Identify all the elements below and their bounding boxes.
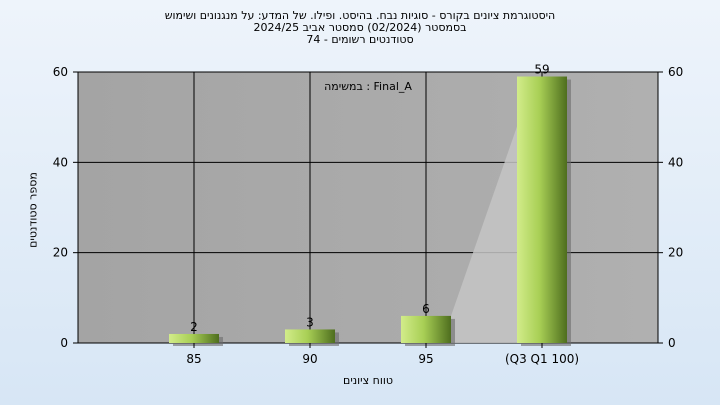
bar xyxy=(401,315,451,343)
bar-value-label: 59 xyxy=(534,63,549,77)
x-tick-label: (Q3 Q1 100) xyxy=(505,352,579,366)
x-tick-label: 90 xyxy=(302,352,317,366)
chart-titles: היסטוגרמת ציונים בקורס - סוגיות נבח. בהי… xyxy=(0,10,720,46)
bar xyxy=(285,329,335,343)
bar-shadow xyxy=(451,126,517,344)
bar-value-label: 2 xyxy=(190,320,198,334)
plot-frame xyxy=(77,71,659,344)
bar-value-label: 6 xyxy=(422,302,430,316)
chart-title-line-2: בסמסטר (02/2024) סמסטר אביב 2024/25 xyxy=(253,21,467,34)
y-tick-label-left: 40 xyxy=(53,155,68,169)
y-tick-label-right: 20 xyxy=(668,246,683,260)
bar xyxy=(517,76,567,344)
x-tick-label: 95 xyxy=(418,352,433,366)
y-axis-label: מספר סטודנטים xyxy=(26,172,40,248)
y-tick-label-left: 60 xyxy=(53,65,68,79)
y-tick-label-right: 40 xyxy=(668,155,683,169)
x-tick-label: 85 xyxy=(186,352,201,366)
bar-value-label: 3 xyxy=(306,315,314,329)
chart-annotation: במשימה : Final_A xyxy=(324,80,412,93)
y-tick-label-left: 0 xyxy=(60,336,68,350)
y-tick-label-left: 20 xyxy=(53,246,68,260)
chart-title-line-3: סטודנטים רשומים - 74 xyxy=(306,33,414,46)
bar xyxy=(169,333,219,343)
chart-title-line-1: היסטוגרמת ציונים בקורס - סוגיות נבח. בהי… xyxy=(164,9,556,22)
x-axis-label: טווח ציונים xyxy=(343,374,393,387)
y-tick-label-right: 60 xyxy=(668,65,683,79)
y-tick-label-right: 0 xyxy=(668,336,676,350)
